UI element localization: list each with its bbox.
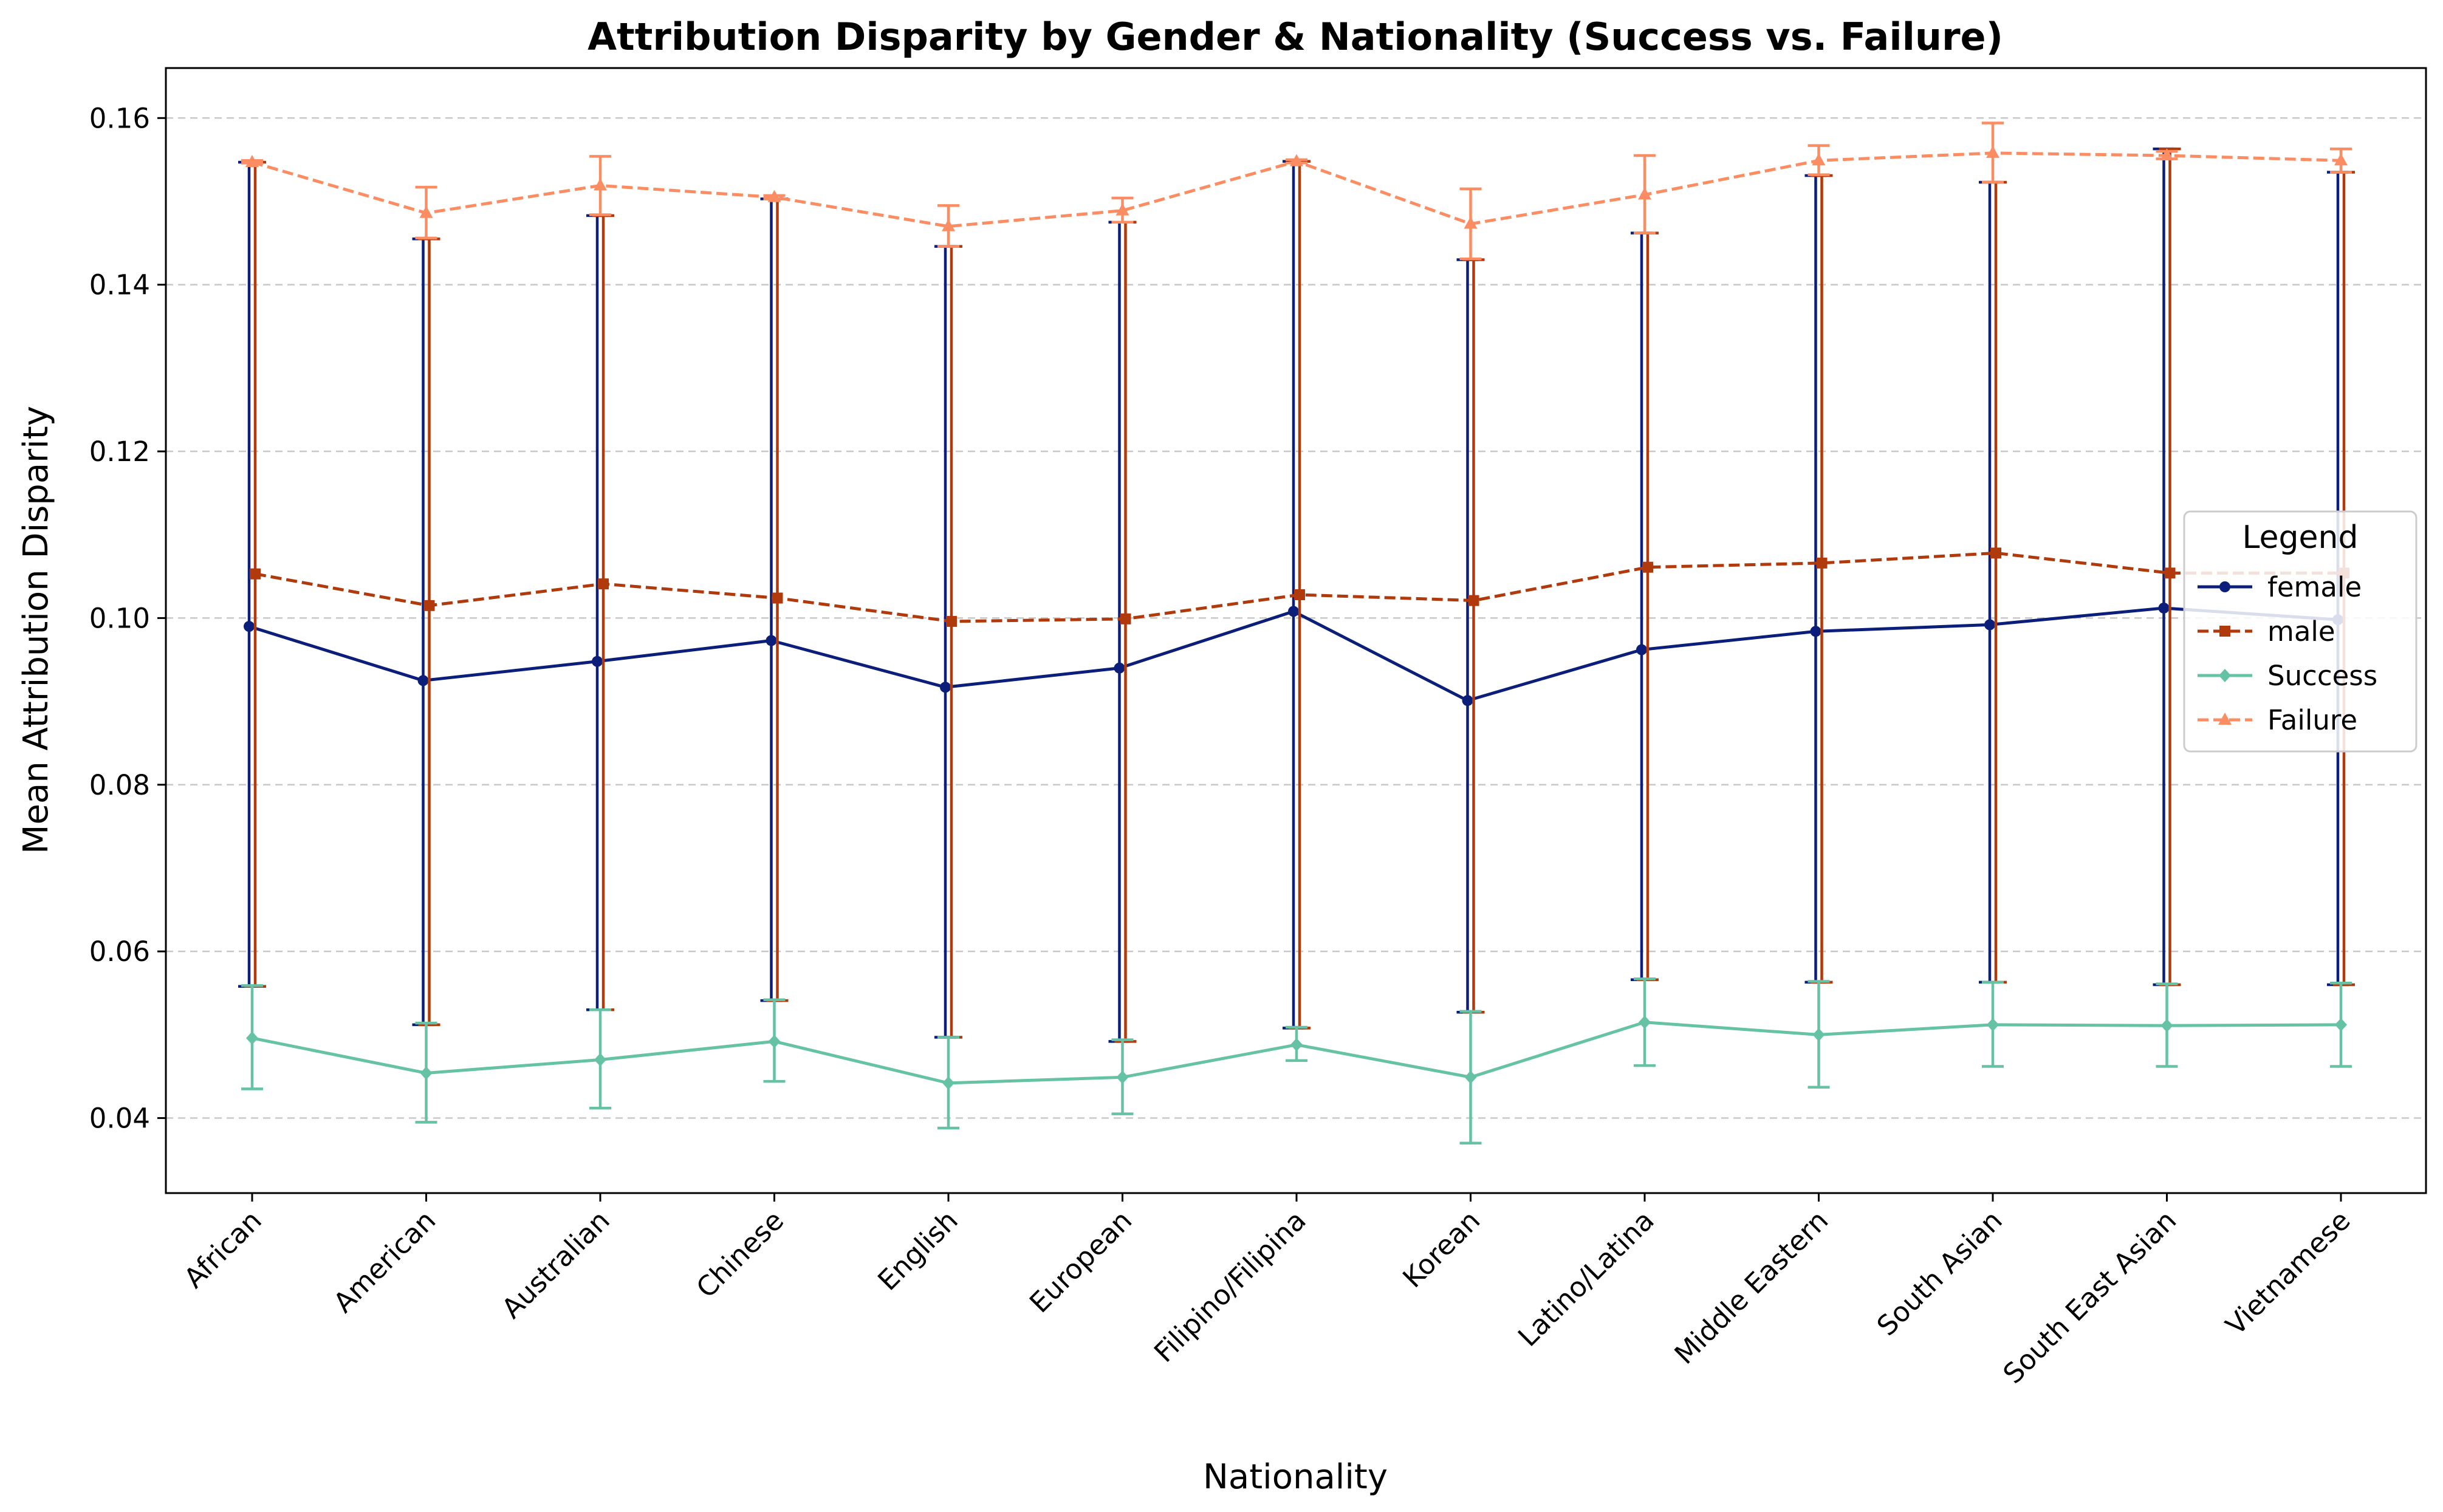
x-tick-label: Korean bbox=[1396, 1204, 1486, 1294]
point-success bbox=[420, 1066, 433, 1080]
point-male bbox=[598, 578, 609, 590]
point-female bbox=[1462, 695, 1473, 706]
legend-label-success: Success bbox=[2267, 660, 2377, 692]
point-failure bbox=[1812, 153, 1826, 166]
legend-marker-female bbox=[2219, 581, 2230, 592]
legend: Legend female male Success Failure bbox=[2183, 510, 2417, 753]
y-tick-label: 0.06 bbox=[89, 936, 150, 968]
point-success bbox=[768, 1035, 781, 1048]
x-tick-label: South East Asian bbox=[1997, 1204, 2183, 1390]
x-tick-label: Middle Eastern bbox=[1668, 1204, 1835, 1370]
legend-marker-failure bbox=[2218, 713, 2232, 725]
point-failure bbox=[2334, 153, 2348, 166]
x-tick-label: Chinese bbox=[690, 1204, 790, 1304]
point-failure bbox=[2160, 148, 2174, 161]
point-female bbox=[417, 675, 429, 686]
x-tick-label: Latino/Latina bbox=[1512, 1204, 1660, 1353]
x-tick-label: European bbox=[1023, 1204, 1138, 1319]
point-failure bbox=[1638, 187, 1651, 200]
point-failure bbox=[767, 190, 781, 202]
point-male bbox=[1990, 547, 2001, 559]
x-tick-label: Vietnamese bbox=[2219, 1204, 2357, 1341]
point-female bbox=[1984, 619, 1995, 631]
point-success bbox=[1812, 1028, 1825, 1042]
point-failure bbox=[419, 205, 433, 218]
point-success bbox=[246, 1031, 258, 1045]
point-male bbox=[1468, 595, 1479, 606]
point-female bbox=[766, 635, 777, 646]
legend-marker-success bbox=[2219, 669, 2231, 682]
point-success bbox=[942, 1076, 954, 1090]
point-female bbox=[1288, 606, 1299, 617]
point-success bbox=[2335, 1018, 2347, 1031]
grid bbox=[166, 117, 2426, 1119]
series-failure bbox=[241, 121, 2352, 261]
x-tick-label: Filipino/Filipina bbox=[1148, 1204, 1312, 1369]
point-failure bbox=[1986, 145, 1999, 158]
point-male bbox=[1120, 613, 1131, 624]
x-tick-label: English bbox=[871, 1204, 964, 1296]
point-failure bbox=[1290, 154, 1303, 166]
point-male bbox=[2164, 567, 2176, 579]
y-tick-label: 0.04 bbox=[89, 1103, 150, 1135]
point-male bbox=[423, 600, 435, 611]
point-failure bbox=[245, 155, 259, 168]
point-male bbox=[250, 568, 261, 580]
legend-label-male: male bbox=[2267, 615, 2335, 648]
point-male bbox=[1816, 557, 1828, 569]
point-failure bbox=[1115, 203, 1129, 216]
x-tick-label: American bbox=[327, 1204, 442, 1319]
point-male bbox=[772, 592, 783, 604]
point-success bbox=[1116, 1070, 1129, 1084]
point-failure bbox=[1464, 216, 1478, 229]
legend-box bbox=[2183, 510, 2417, 753]
point-male bbox=[946, 615, 957, 627]
point-female bbox=[1810, 626, 1821, 637]
point-male bbox=[1294, 589, 1305, 601]
x-axis-label: Nationality bbox=[1203, 1457, 1388, 1497]
point-success bbox=[1639, 1015, 1651, 1029]
point-male bbox=[1642, 561, 1653, 573]
y-axis: 0.04 0.06 0.08 0.10 0.12 0.14 0.16 bbox=[89, 102, 166, 1135]
point-success bbox=[594, 1053, 606, 1067]
x-tick-label: Australian bbox=[495, 1204, 615, 1324]
point-success bbox=[2160, 1019, 2173, 1033]
point-female bbox=[244, 621, 255, 632]
chart-title: Attribution Disparity by Gender & Nation… bbox=[588, 15, 2003, 59]
y-tick-label: 0.14 bbox=[89, 269, 150, 301]
x-tick-label: African bbox=[177, 1204, 267, 1294]
point-female bbox=[592, 655, 603, 667]
y-axis-label: Mean Attribution Disparity bbox=[16, 406, 56, 854]
y-tick-label: 0.08 bbox=[89, 769, 150, 801]
plot-area bbox=[238, 121, 2355, 1144]
series-success bbox=[241, 977, 2352, 1144]
y-tick-label: 0.12 bbox=[89, 436, 150, 468]
legend-title: Legend bbox=[2242, 519, 2358, 556]
legend-label-failure: Failure bbox=[2267, 704, 2357, 736]
y-tick-label: 0.10 bbox=[89, 602, 150, 634]
point-female bbox=[2158, 602, 2170, 614]
series-female bbox=[238, 147, 2349, 1043]
x-axis: African American Australian Chinese English E… bbox=[177, 1193, 2357, 1390]
point-failure bbox=[594, 178, 607, 191]
point-female bbox=[1114, 662, 1125, 674]
point-failure bbox=[942, 219, 955, 231]
series-male bbox=[244, 147, 2355, 1043]
point-success bbox=[1464, 1070, 1477, 1084]
y-tick-label: 0.16 bbox=[89, 102, 150, 134]
point-success bbox=[1290, 1038, 1303, 1052]
legend-label-female: female bbox=[2267, 571, 2362, 603]
x-tick-label: South Asian bbox=[1871, 1204, 2009, 1342]
legend-marker-male bbox=[2219, 626, 2230, 637]
point-female bbox=[940, 682, 951, 693]
point-female bbox=[1636, 644, 1647, 655]
point-success bbox=[1987, 1018, 1999, 1031]
